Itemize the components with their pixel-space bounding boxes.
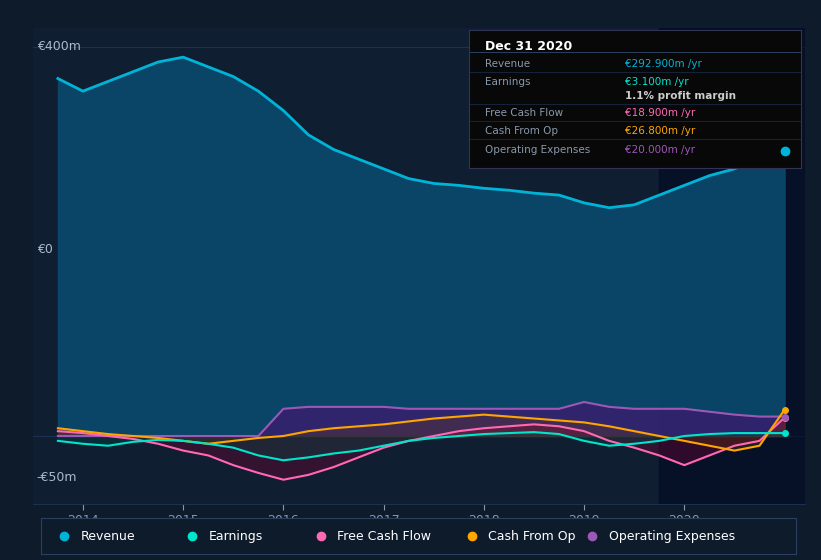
Text: Operating Expenses: Operating Expenses bbox=[609, 530, 735, 543]
Text: -€50m: -€50m bbox=[37, 472, 77, 484]
Text: €0: €0 bbox=[37, 243, 53, 256]
Text: Revenue: Revenue bbox=[80, 530, 135, 543]
Text: Free Cash Flow: Free Cash Flow bbox=[337, 530, 431, 543]
Text: Cash From Op: Cash From Op bbox=[488, 530, 576, 543]
Text: €400m: €400m bbox=[37, 40, 80, 53]
Text: Earnings: Earnings bbox=[209, 530, 263, 543]
Bar bbox=[659, 28, 805, 504]
